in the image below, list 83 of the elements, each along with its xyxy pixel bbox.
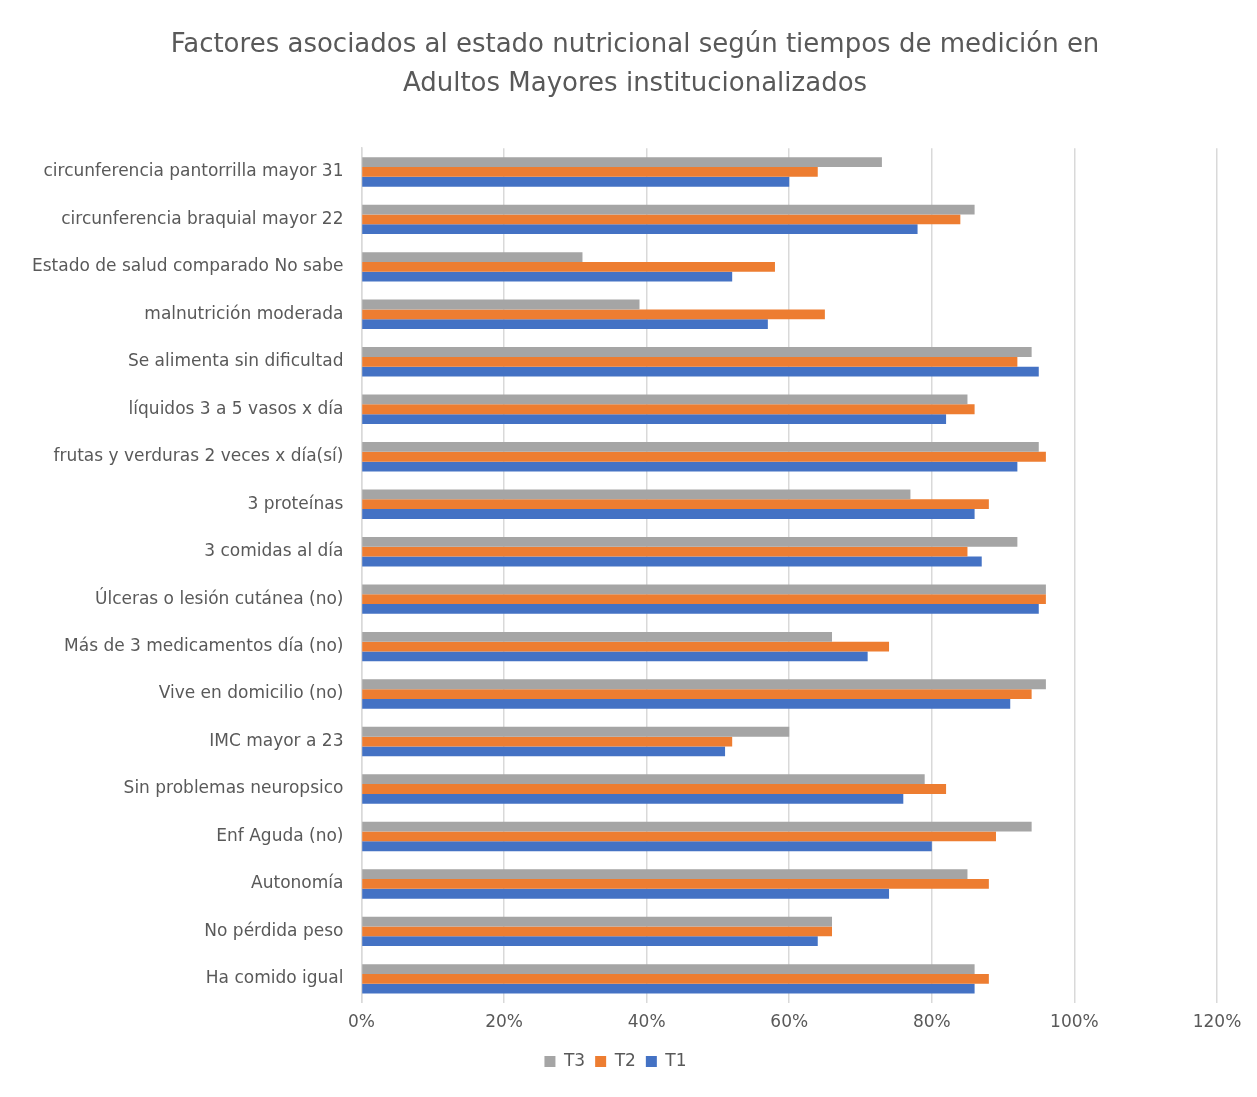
bar: [362, 916, 833, 927]
bar: [362, 299, 640, 310]
y-tick-label: 3 comidas al día: [204, 540, 344, 561]
bar: [362, 509, 975, 519]
bar: [362, 594, 1046, 605]
bar: [362, 736, 733, 747]
bar: [362, 784, 947, 794]
bar: [362, 679, 1046, 690]
bar: [362, 252, 583, 262]
bar: [362, 451, 1046, 462]
bar: [362, 926, 833, 937]
chart-title: Factores asociados al estado nutricional según tiempos de medición en Adultos Mayores institucionalizados: [169, 27, 1101, 99]
legend-label: T1: [664, 1049, 687, 1070]
bar: [362, 888, 890, 899]
x-tick-label: 20%: [485, 1011, 523, 1032]
bar: [362, 821, 1032, 832]
bar: [362, 489, 911, 500]
y-tick-label: No pérdida peso: [204, 919, 344, 940]
bar: [362, 404, 975, 415]
bar: [362, 746, 726, 757]
y-tick-label: circunferencia pantorrilla mayor 31: [43, 160, 344, 181]
bar: [362, 204, 975, 215]
bar: [362, 176, 790, 187]
y-tick-label: Sin problemas neuropsico: [123, 777, 344, 798]
y-tick-label: malnutrición moderada: [144, 302, 344, 323]
bar: [362, 214, 961, 225]
bar: [362, 641, 890, 652]
y-tick-label: Estado de salud comparado No sabe: [31, 255, 344, 276]
bar: [362, 261, 775, 272]
y-tick-label: frutas y verduras 2 veces x día(sí): [53, 445, 344, 466]
bar: [362, 973, 989, 984]
y-tick-label: Úlceras o lesión cutánea (no): [94, 586, 344, 608]
bar: [362, 793, 904, 804]
y-tick-label: 3 proteínas: [247, 492, 344, 513]
x-tick-label: 120%: [1192, 1011, 1242, 1032]
bar: [362, 689, 1032, 699]
y-tick-label: Vive en domicilio (no): [158, 682, 344, 703]
bar: [362, 651, 868, 662]
x-tick-label: 40%: [627, 1011, 666, 1032]
bar: [362, 347, 1032, 357]
bar: [362, 774, 925, 785]
legend-label: T3: [562, 1049, 586, 1070]
y-tick-label: Se alimenta sin dificultad: [127, 350, 344, 371]
bar: [362, 698, 1011, 709]
legend-label: T2: [613, 1049, 636, 1070]
bar: [362, 366, 1039, 377]
bar: [362, 224, 918, 235]
bar: [362, 726, 790, 737]
x-tick-label: 80%: [912, 1011, 951, 1032]
bar: [362, 271, 733, 282]
y-tick-label: líquidos 3 a 5 vasos x día: [128, 397, 344, 418]
bar: [362, 869, 968, 880]
bar: [362, 309, 825, 320]
y-tick-label: IMC mayor a 23: [209, 729, 344, 750]
bar: [362, 319, 768, 330]
x-tick-label: 0%: [347, 1011, 375, 1032]
bar: [362, 546, 968, 557]
bar: [362, 356, 1018, 367]
bar: [362, 499, 989, 510]
bar: [362, 167, 818, 177]
y-tick-label: Ha comido igual: [205, 967, 344, 988]
bar: [362, 936, 818, 947]
bar: [362, 604, 1039, 614]
bar: [362, 631, 833, 642]
bar: [362, 461, 1018, 472]
x-tick-label: 60%: [770, 1011, 809, 1032]
bar: [362, 584, 1046, 595]
bar: [362, 394, 968, 405]
x-tick-label: 100%: [1050, 1011, 1099, 1032]
bar: [362, 831, 996, 842]
bar: [362, 841, 932, 852]
y-tick-label: Enf Aguda (no): [216, 824, 344, 845]
bar: [362, 157, 882, 168]
bar: [362, 556, 982, 567]
bar: [362, 964, 975, 974]
y-tick-label: circunferencia braquial mayor 22: [61, 207, 344, 228]
bar: [362, 879, 989, 889]
y-tick-label: Autonomía: [251, 872, 344, 893]
y-tick-label: Más de 3 medicamentos día (no): [64, 635, 344, 656]
bar: [362, 442, 1039, 452]
bar: [362, 983, 975, 994]
bar: [362, 414, 947, 424]
bar: [362, 536, 1018, 547]
